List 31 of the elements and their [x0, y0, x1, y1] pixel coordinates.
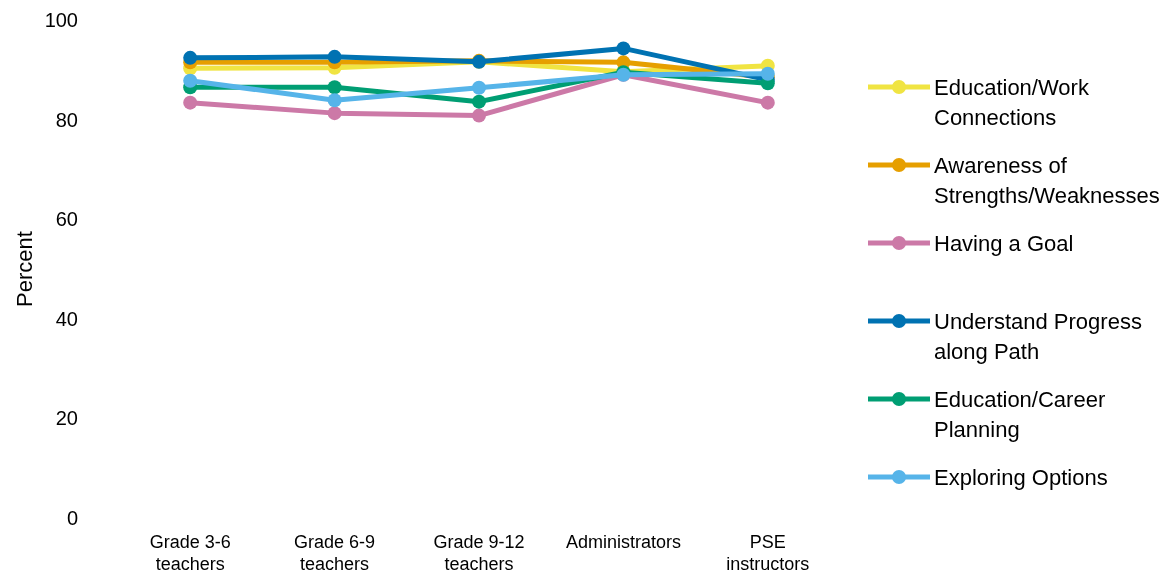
point — [472, 94, 486, 109]
point — [183, 95, 198, 110]
x-tick-label: Grade 6-9 teachers — [294, 532, 376, 574]
point — [760, 95, 775, 110]
point — [327, 49, 342, 64]
y-tick-label: 40 — [55, 307, 78, 330]
point — [327, 93, 342, 108]
point — [327, 106, 342, 121]
legend-label: Awareness of Strengths/Weaknesses — [934, 152, 1160, 208]
x-tick-label: PSE instructors — [726, 532, 810, 574]
y-tick-label: 60 — [55, 208, 78, 231]
y-tick-label: 0 — [66, 507, 78, 529]
x-tick-label: Grade 3-6 teachers — [149, 532, 231, 574]
point — [472, 108, 486, 123]
legend-label: Education/Work Connections — [934, 74, 1090, 130]
point — [616, 41, 631, 56]
legend-label: Understand Progress along Path — [934, 308, 1142, 364]
y-axis-title: Percent — [12, 231, 37, 307]
y-tick-label: 100 — [44, 9, 78, 31]
legend-label: Education/Career Planning — [934, 386, 1106, 442]
x-tick-label: Grade 9-12 teachers — [433, 532, 525, 574]
x-tick-label: Administrators — [565, 532, 681, 552]
legend-label: Exploring Options — [934, 464, 1108, 490]
y-tick-label: 80 — [55, 108, 78, 131]
point — [327, 80, 342, 95]
point — [183, 73, 198, 88]
legend-label: Having a Goal — [934, 230, 1074, 256]
y-tick-label: 20 — [55, 407, 78, 430]
point — [760, 66, 775, 81]
point — [183, 50, 198, 65]
point — [472, 80, 486, 95]
